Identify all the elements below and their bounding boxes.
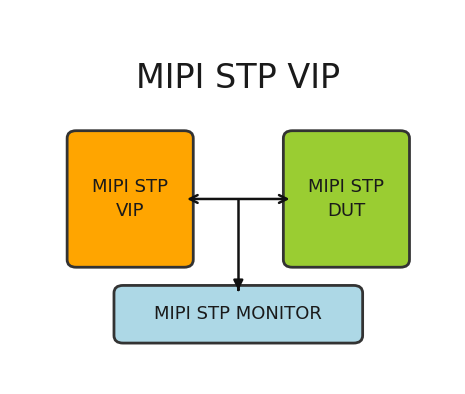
Text: MIPI STP VIP: MIPI STP VIP (136, 63, 340, 95)
Text: MIPI STP MONITOR: MIPI STP MONITOR (154, 305, 322, 323)
FancyBboxPatch shape (283, 131, 410, 267)
FancyBboxPatch shape (67, 131, 193, 267)
FancyBboxPatch shape (114, 285, 363, 343)
Text: MIPI STP
VIP: MIPI STP VIP (92, 178, 168, 220)
Text: MIPI STP
DUT: MIPI STP DUT (308, 178, 385, 220)
